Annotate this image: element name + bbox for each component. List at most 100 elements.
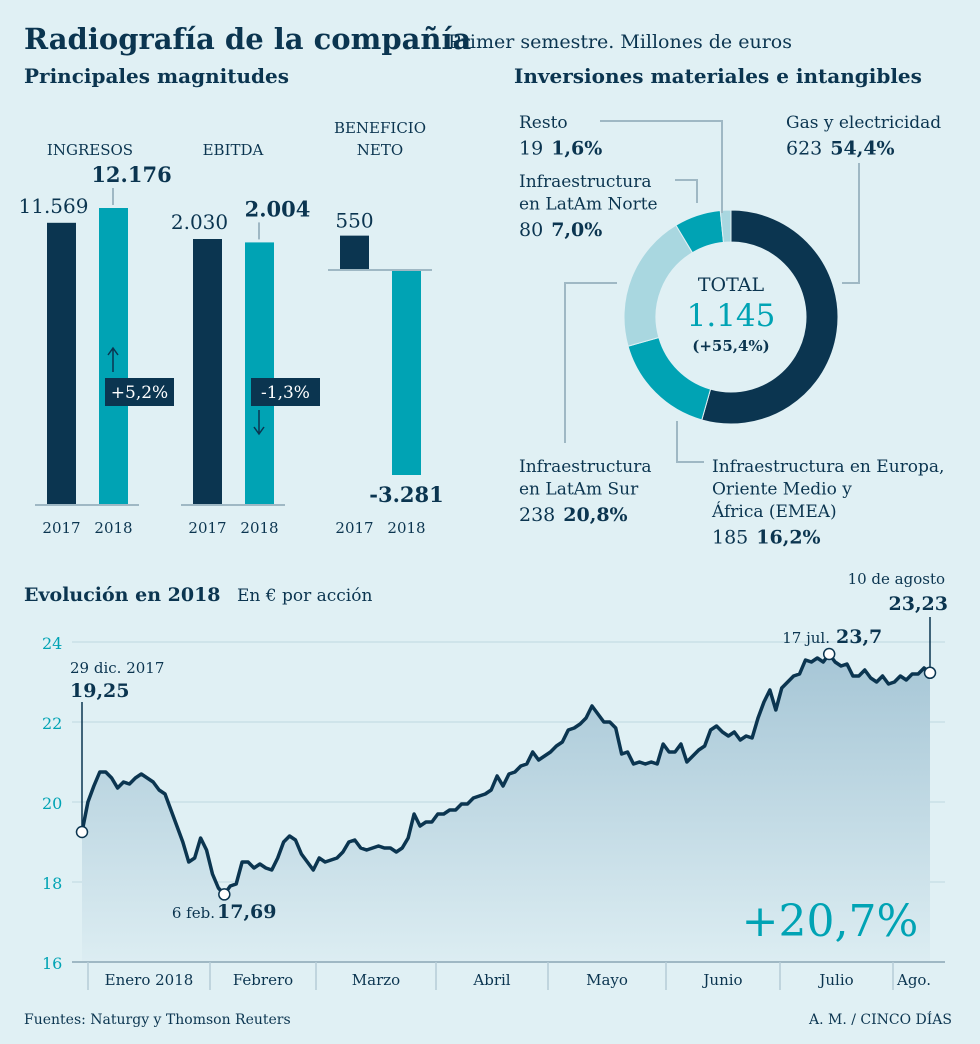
month-label: Mayo [586, 971, 628, 989]
slice-name: Infraestructura [519, 172, 651, 192]
slice-name: Resto [519, 113, 568, 133]
marker [923, 666, 937, 680]
value-label: 2.030 [171, 210, 228, 234]
marker [75, 825, 89, 839]
bar-panel-0: INGRESOS 2017 11.569 2018 12.176 +5,2% [19, 141, 174, 537]
bars-title: Principales magnitudes [24, 64, 289, 88]
slice-value: 238 20,8% [519, 504, 628, 526]
donut-labels: Gas y electricidad 623 54,4% Infraestructur… [519, 113, 944, 549]
year-label: 2018 [94, 519, 132, 537]
footer-source: Fuentes: Naturgy y Thomson Reuters [24, 1012, 291, 1028]
month-label: Ago. [896, 971, 931, 989]
slice-name: Oriente Medio y [712, 480, 852, 500]
bar-panel-1: EBITDA 2017 2.030 2018 2.004 -1,3% [171, 141, 320, 537]
leader-latam-sur [564, 282, 617, 443]
slice-value: 80 7,0% [519, 219, 602, 241]
slice-label: Infraestructura en LatAm Norte 80 7,0% [519, 172, 658, 241]
donut-total-label: TOTAL [698, 274, 765, 296]
annotation-text: 17 jul. [782, 629, 830, 647]
bar-2017 [340, 235, 369, 270]
bar-panels: INGRESOS 2017 11.569 2018 12.176 +5,2% EBITDA 2… [19, 119, 444, 537]
donut-slice [719, 209, 732, 243]
change-value: +5,2% [111, 383, 168, 403]
panel-label: INGRESOS [47, 141, 133, 159]
month-label: Marzo [352, 971, 400, 989]
donut-chart [623, 209, 839, 425]
donut-total-change: (+55,4%) [692, 337, 770, 355]
slice-value: 185 16,2% [712, 527, 821, 549]
annotation-text: 19,25 [70, 680, 130, 702]
title: Radiografía de la compañía [24, 22, 472, 56]
slice-name: Gas y electricidad [786, 113, 941, 133]
slice-label: Infraestructura en LatAm Sur 238 20,8% [519, 457, 651, 526]
value-label: 11.569 [19, 194, 89, 218]
subtitle: Primer semestre. Millones de euros [448, 31, 792, 53]
footer-credit: A. M. / CINCO DÍAS [808, 1010, 952, 1028]
bar-2018 [245, 242, 274, 505]
slice-value: 19 1,6% [519, 138, 602, 160]
leader-emea [676, 421, 704, 463]
panel-label: EBITDA [203, 141, 264, 159]
marker [218, 888, 231, 901]
change-total: +20,7% [742, 896, 919, 947]
month-label: Febrero [233, 971, 293, 989]
donut-slice [701, 209, 839, 425]
annotation-text: 23,23 [889, 593, 949, 615]
panel-label: NETO [357, 141, 403, 159]
leader-latam-norte [675, 179, 698, 203]
year-label: 2018 [240, 519, 278, 537]
month-label: Enero 2018 [105, 971, 194, 989]
value-label: 550 [335, 209, 373, 233]
change-badge [251, 378, 320, 406]
line-title: Evolución en 2018 [24, 584, 221, 606]
marker [822, 647, 836, 661]
bar-2017 [47, 222, 76, 505]
bar-2018 [392, 270, 421, 475]
slice-name: África (EMEA) [711, 501, 837, 522]
annotation-text: 23,7 [836, 626, 882, 648]
change-value: -1,3% [261, 383, 310, 403]
panel-label: BENEFICIO [334, 119, 426, 137]
slice-name: en LatAm Sur [519, 480, 639, 500]
line-chart: 24 22 20 18 16 Enero 2018 Febrero Marzo Abril May… [42, 570, 948, 990]
leader-gas [842, 163, 860, 284]
value-label: -3.281 [369, 482, 443, 507]
year-label: 2018 [387, 519, 425, 537]
year-label: 2017 [188, 519, 226, 537]
annotation-text: 17,69 [217, 901, 277, 923]
value-label: 2.004 [245, 196, 311, 221]
change-badge [105, 378, 174, 406]
y-tick-label: 24 [42, 634, 62, 653]
slice-name: Infraestructura [519, 457, 651, 477]
y-tick-label: 16 [42, 954, 62, 973]
bar-panel-2: BENEFICIO NETO 2017 550 2018 -3.281 [328, 119, 444, 537]
month-label: Junio [701, 971, 742, 989]
slice-name: Infraestructura en Europa, [712, 457, 944, 477]
donut-leader-lines [564, 120, 860, 463]
value-label: 12.176 [91, 162, 171, 187]
bar-2017 [193, 239, 222, 505]
leader-resto [600, 120, 723, 213]
month-label: Julio [817, 971, 853, 989]
donut-title: Inversiones materiales e intangibles [514, 64, 922, 88]
arrow-down-icon [253, 410, 265, 436]
annotation-text: 10 de agosto [848, 570, 945, 588]
slice-value: 623 54,4% [786, 138, 895, 160]
arrow-up-icon [107, 346, 119, 372]
year-label: 2017 [42, 519, 80, 537]
month-label: Abril [472, 971, 510, 989]
y-tick-label: 18 [42, 874, 62, 893]
line-subtitle: En € por acción [237, 586, 372, 606]
donut-total-value: 1.145 [687, 298, 776, 334]
slice-name: en LatAm Norte [519, 195, 658, 215]
year-label: 2017 [335, 519, 373, 537]
slice-label: Resto 19 1,6% [519, 113, 602, 160]
slice-label: Gas y electricidad 623 54,4% [786, 113, 941, 160]
annotation-text: 29 dic. 2017 [70, 659, 164, 677]
y-tick-label: 20 [42, 794, 62, 813]
y-tick-label: 22 [42, 714, 62, 733]
annotation-text: 6 feb. [172, 904, 215, 922]
slice-label: Infraestructura en Europa, Oriente Medio … [711, 457, 944, 549]
price-area [82, 654, 930, 962]
